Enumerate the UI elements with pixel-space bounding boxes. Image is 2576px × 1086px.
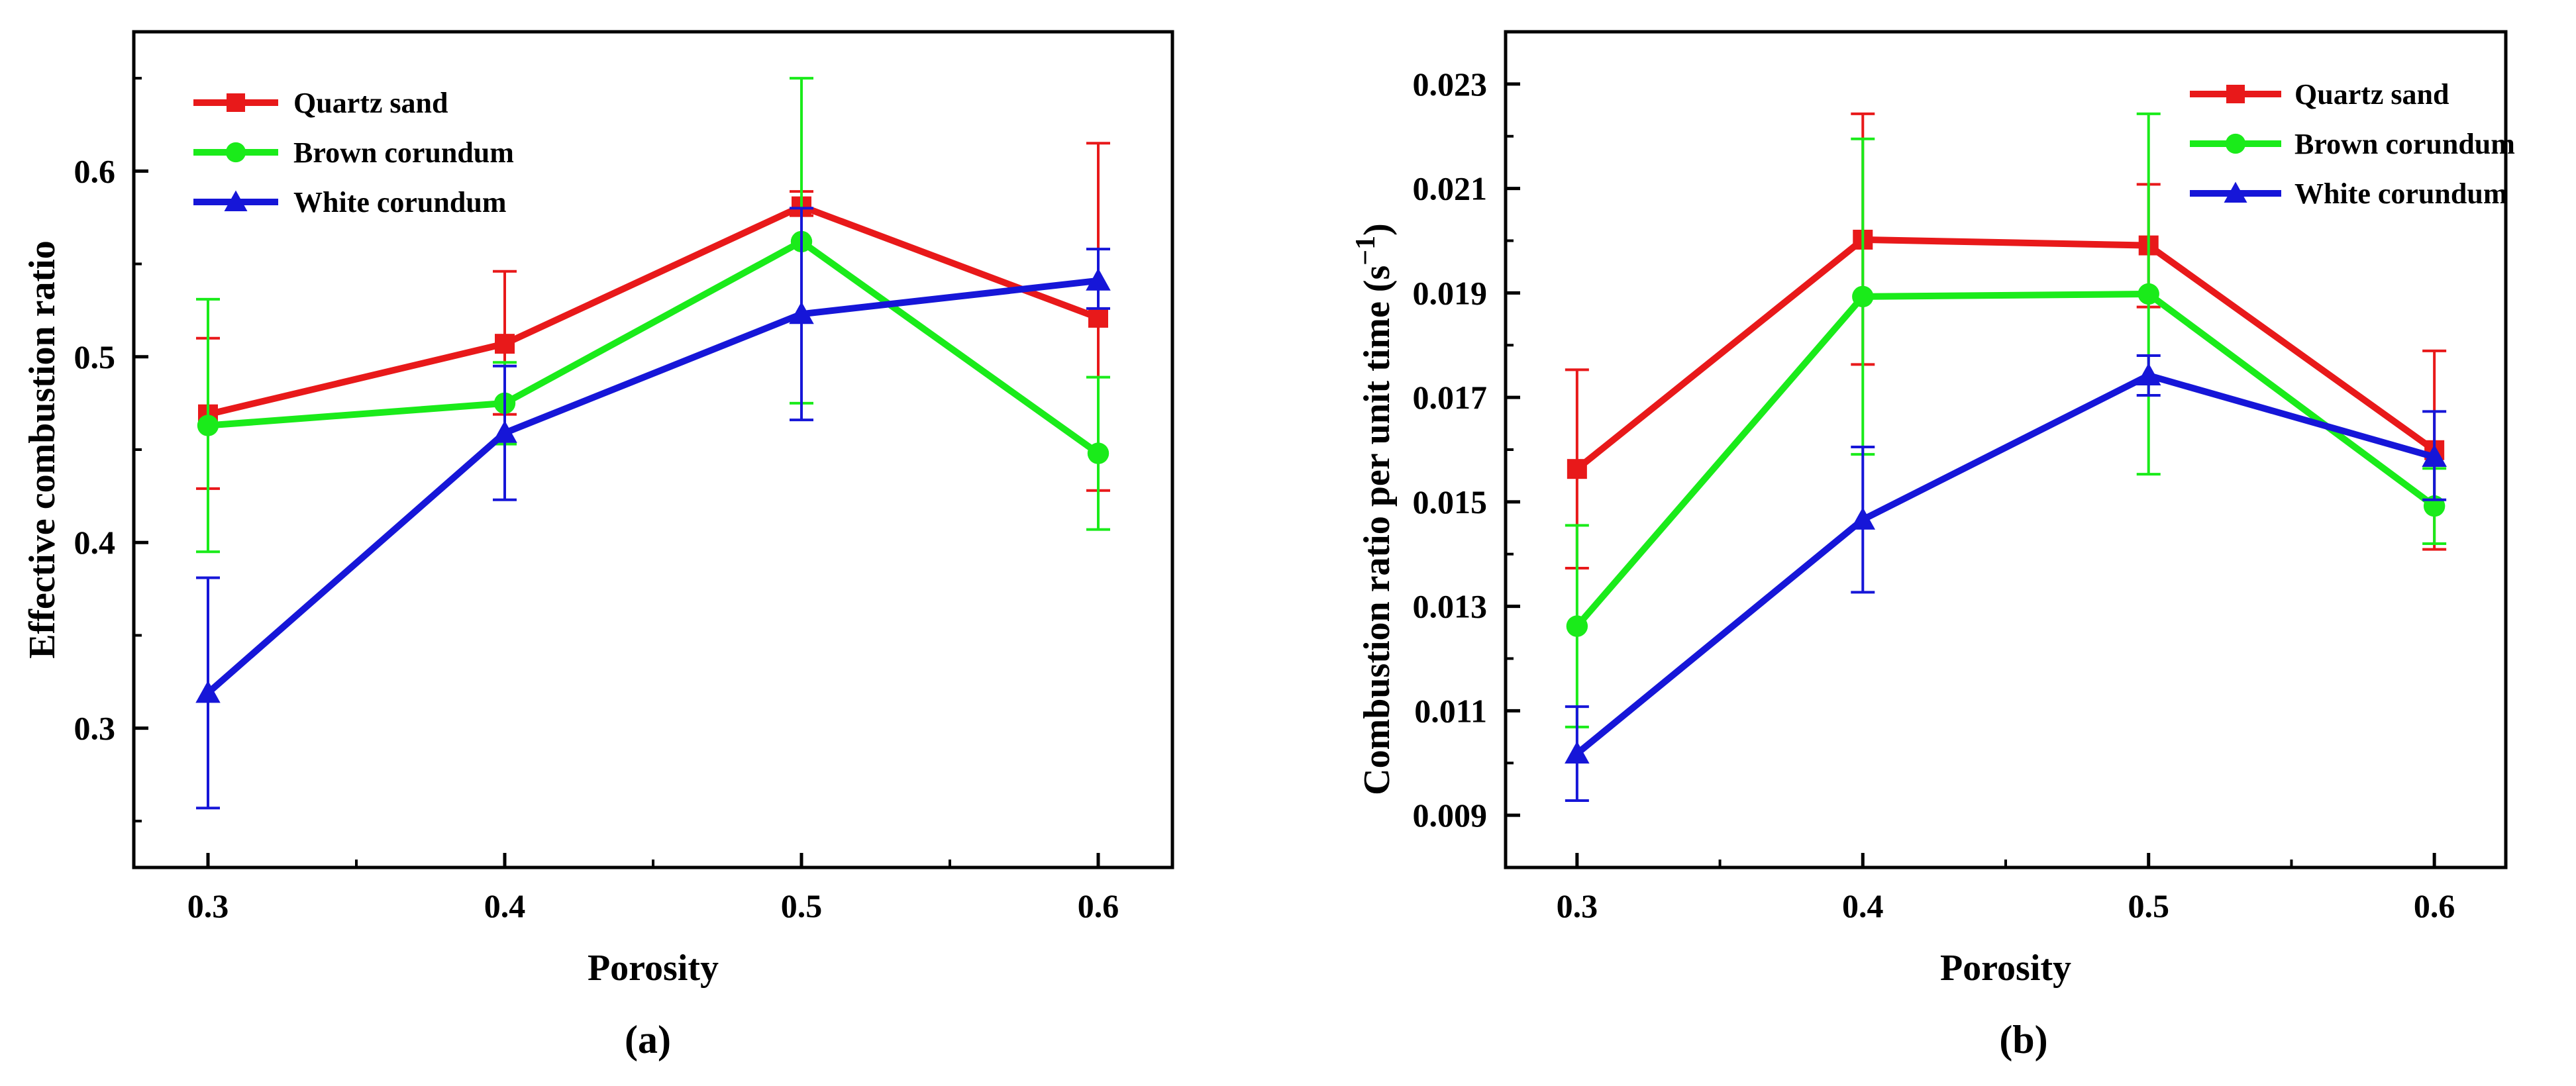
y-axis-title-b-superscript: −1 bbox=[1351, 236, 1381, 266]
y-axis-title-b-end: ) bbox=[1357, 223, 1398, 236]
legend-label-white-corundum-a: White corundum bbox=[293, 186, 506, 219]
y-axis-title-a: Effective combustion ratio bbox=[22, 240, 63, 658]
data-point-white-corundum-b bbox=[2136, 363, 2161, 385]
x-tick-label-a: 0.5 bbox=[781, 887, 823, 924]
legend-marker-brown-corundum-b bbox=[2225, 133, 2246, 154]
axis-ticks-b: 0.3 0.4 0.5 0.6 0.009 0.011 0.013 0.015 0.017 0.0… bbox=[1413, 66, 2455, 924]
series-line-brown-corundum-a bbox=[207, 238, 1100, 456]
data-point-brown-corundum-a bbox=[1087, 442, 1109, 464]
series-line-quartz-sand-a bbox=[207, 203, 1100, 418]
x-tick-label-b: 0.6 bbox=[2414, 887, 2455, 924]
x-axis-title-a: Porosity bbox=[588, 948, 719, 989]
data-point-white-corundum-b bbox=[1565, 741, 1590, 764]
series-white-corundum-a bbox=[195, 207, 1111, 810]
data-point-brown-corundum-b bbox=[2138, 283, 2159, 305]
data-point-white-corundum-a bbox=[195, 680, 221, 703]
legend-label-white-corundum-b: White corundum bbox=[2294, 177, 2507, 210]
y-tick-label-b: 0.009 bbox=[1413, 797, 1488, 834]
data-point-white-corundum-a bbox=[789, 301, 814, 324]
series-brown-corundum-b bbox=[1565, 112, 2447, 728]
y-tick-label-b: 0.017 bbox=[1413, 379, 1488, 416]
series-line-brown-corundum-b bbox=[1574, 290, 2437, 628]
chart-panel-b: 0.3 0.4 0.5 0.6 0.009 0.011 0.013 0.015 0.017 0.0… bbox=[1351, 30, 2515, 1061]
data-point-quartz-sand-a bbox=[495, 334, 515, 354]
series-layer-b bbox=[1565, 112, 2447, 803]
legend-label-quartz-sand-b: Quartz sand bbox=[2294, 78, 2449, 111]
legend-marker-quartz-sand-a bbox=[227, 93, 245, 112]
y-tick-label-b: 0.013 bbox=[1413, 588, 1488, 625]
y-tick-label-a: 0.3 bbox=[74, 710, 116, 747]
series-layer-a bbox=[195, 77, 1111, 810]
legend-marker-quartz-sand-b bbox=[2226, 85, 2245, 103]
y-tick-label-b: 0.019 bbox=[1413, 274, 1488, 311]
y-axis-title-b: Combustion ratio per unit time (s−1) bbox=[1351, 223, 1398, 795]
x-axis-title-b: Porosity bbox=[1940, 948, 2071, 989]
x-tick-label-a: 0.4 bbox=[484, 887, 526, 924]
legend-label-brown-corundum-a: Brown corundum bbox=[293, 136, 514, 169]
panel-label-a: (a) bbox=[625, 1018, 671, 1061]
x-tick-label-b: 0.4 bbox=[1842, 887, 1884, 924]
panel-label-b: (b) bbox=[1999, 1018, 2047, 1061]
chart-panel-a: 0.3 0.4 0.5 0.6 0.3 0.4 0.5 0.6 Porosity Effect… bbox=[22, 30, 1174, 1061]
data-point-white-corundum-b bbox=[2422, 444, 2447, 468]
y-tick-label-b: 0.023 bbox=[1413, 66, 1488, 103]
legend-marker-brown-corundum-a bbox=[225, 142, 246, 163]
data-point-quartz-sand-a bbox=[1088, 307, 1108, 328]
data-point-white-corundum-b bbox=[1850, 507, 1876, 530]
legend-marker-white-corundum-a bbox=[224, 190, 248, 211]
data-point-brown-corundum-b bbox=[1566, 615, 1588, 637]
data-point-white-corundum-a bbox=[1086, 268, 1111, 291]
data-point-brown-corundum-a bbox=[197, 415, 219, 436]
series-line-white-corundum-a bbox=[205, 277, 1099, 696]
series-white-corundum-b bbox=[1565, 354, 2447, 803]
legend-label-quartz-sand-a: Quartz sand bbox=[293, 87, 448, 119]
y-tick-label-b: 0.021 bbox=[1413, 170, 1488, 207]
x-tick-label-b: 0.5 bbox=[2128, 887, 2169, 924]
series-line-white-corundum-b bbox=[1574, 371, 2436, 756]
x-tick-label-b: 0.3 bbox=[1557, 887, 1598, 924]
data-point-white-corundum-a bbox=[492, 420, 517, 443]
y-tick-label-a: 0.6 bbox=[74, 152, 116, 189]
axis-ticks-a: 0.3 0.4 0.5 0.6 0.3 0.4 0.5 0.6 bbox=[74, 77, 1119, 924]
y-tick-label-a: 0.5 bbox=[74, 338, 116, 375]
data-point-quartz-sand-b bbox=[1567, 459, 1587, 479]
legend-a: Quartz sand Brown corundum White corundum bbox=[193, 87, 514, 219]
y-tick-label-a: 0.4 bbox=[74, 524, 116, 561]
legend-marker-white-corundum-b bbox=[2224, 181, 2247, 203]
data-point-brown-corundum-b bbox=[1852, 285, 1874, 308]
series-line-quartz-sand-b bbox=[1574, 236, 2437, 472]
x-tick-label-a: 0.6 bbox=[1078, 887, 1119, 924]
legend-label-brown-corundum-b: Brown corundum bbox=[2294, 128, 2515, 160]
x-tick-label-a: 0.3 bbox=[187, 887, 229, 924]
y-axis-title-b-main: Combustion ratio per unit time (s bbox=[1357, 266, 1398, 795]
legend-b: Quartz sand Brown corundum White corundum bbox=[2190, 78, 2515, 210]
y-tick-label-b: 0.015 bbox=[1413, 483, 1488, 520]
y-tick-label-b: 0.011 bbox=[1414, 692, 1487, 729]
